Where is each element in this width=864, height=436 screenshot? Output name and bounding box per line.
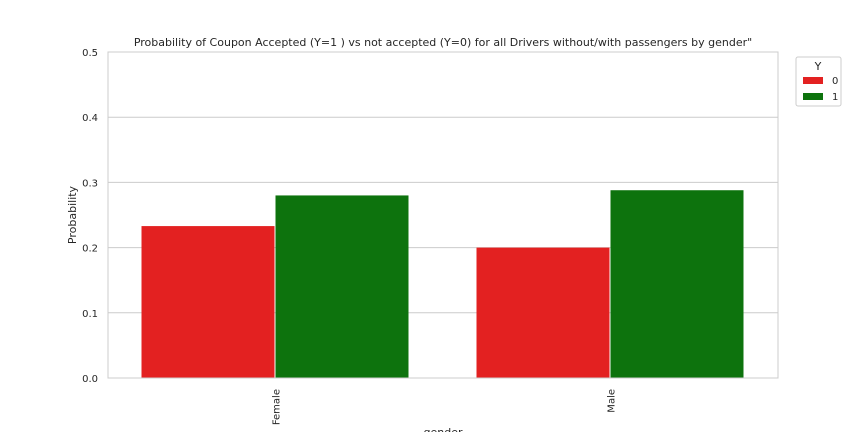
x-tick-label: Female xyxy=(272,389,283,425)
bar-female-y1 xyxy=(275,195,409,378)
bar-female-y0 xyxy=(141,226,275,378)
x-tick-label: Male xyxy=(607,389,618,413)
bar-male-y0 xyxy=(476,247,610,378)
y-tick-label: 0.5 xyxy=(82,48,98,59)
bar-male-y1 xyxy=(610,190,744,378)
legend-title: Y xyxy=(814,60,822,73)
legend-swatch xyxy=(803,77,823,84)
y-tick-label: 0.2 xyxy=(82,244,98,255)
legend-label: 1 xyxy=(832,92,838,103)
legend: Y 01 xyxy=(795,56,842,107)
legend-swatch xyxy=(803,93,823,100)
legend-label: 0 xyxy=(832,76,838,87)
y-axis-label: Probability xyxy=(66,185,79,244)
y-axis-ticks: 0.0 0.1 0.2 0.3 0.4 0.5 xyxy=(82,48,98,385)
y-tick-label: 0.0 xyxy=(82,374,98,385)
y-tick-label: 0.3 xyxy=(82,178,98,189)
x-axis-label: gender xyxy=(424,426,463,432)
plot-frame xyxy=(107,51,779,379)
y-tick-label: 0.4 xyxy=(82,113,98,124)
x-axis-ticks: Female Male xyxy=(272,389,618,425)
y-tick-label: 0.1 xyxy=(82,309,98,320)
bars xyxy=(141,190,744,378)
legend-items: 01 xyxy=(803,76,838,103)
chart-title: Probability of Coupon Accepted (Y=1 ) vs… xyxy=(134,36,752,49)
